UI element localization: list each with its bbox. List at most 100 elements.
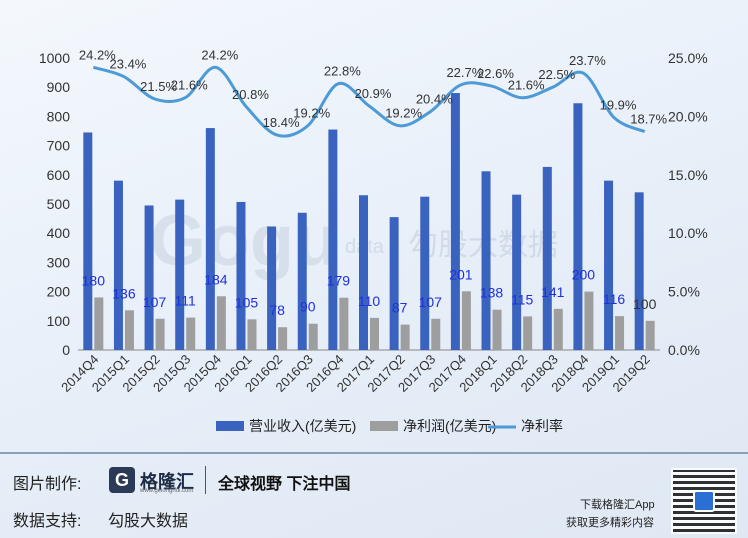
net-margin-label: 21.6% <box>171 78 208 93</box>
revenue-bar <box>113 180 123 350</box>
y-left-tick-label: 1000 <box>39 50 70 66</box>
net-profit-bar <box>155 318 165 350</box>
y-right-tick-label: 20.0% <box>668 108 708 124</box>
qr-logo-icon <box>693 490 715 512</box>
y-left-tick-label: 400 <box>47 225 71 241</box>
y-left-tick-label: 500 <box>47 196 71 212</box>
legend-revenue-label: 营业收入(亿美元) <box>249 418 356 434</box>
net-margin-label: 19.2% <box>293 106 330 121</box>
net-margin-label: 23.7% <box>569 53 606 68</box>
net-profit-label: 200 <box>572 267 596 283</box>
revenue-bar <box>328 129 338 350</box>
y-right-tick-label: 25.0% <box>668 50 708 66</box>
net-profit-bar <box>400 324 410 350</box>
revenue-bar <box>481 171 491 350</box>
net-margin-label: 21.5% <box>140 79 177 94</box>
net-profit-label: 105 <box>235 294 259 310</box>
net-profit-bar <box>308 323 318 350</box>
net-profit-bar <box>645 320 655 350</box>
net-profit-label: 141 <box>541 284 565 300</box>
data-support-label: 数据支持: <box>13 513 82 530</box>
net-profit-label: 90 <box>300 299 316 315</box>
app-download-text: 下载格隆汇App <box>580 499 655 511</box>
net-profit-label: 111 <box>175 293 196 309</box>
net-profit-bar <box>615 316 625 350</box>
net-profit-bar <box>186 317 196 350</box>
y-right-tick-label: 5.0% <box>668 284 700 300</box>
logo-name: 格隆汇 <box>140 472 194 492</box>
net-margin-label: 22.7% <box>446 65 483 80</box>
footer-vertical-divider <box>205 466 206 494</box>
y-left-tick-label: 700 <box>47 138 71 154</box>
net-profit-bar <box>216 296 226 350</box>
net-margin-label: 22.6% <box>477 66 514 81</box>
net-profit-label: 100 <box>633 296 657 312</box>
net-margin-label: 19.9% <box>600 98 637 113</box>
net-profit-label: 115 <box>511 291 534 307</box>
legend-net-profit-label: 净利润(亿美元) <box>403 418 496 434</box>
revenue-bar <box>144 205 154 350</box>
y-left-tick-label: 900 <box>47 79 71 95</box>
net-profit-bar <box>584 291 594 350</box>
net-margin-label: 24.2% <box>79 47 116 62</box>
net-margin-label: 21.6% <box>508 78 545 93</box>
revenue-bar <box>573 103 583 350</box>
legend-revenue-swatch <box>216 421 244 431</box>
data-support-value: 勾股大数据 <box>108 513 189 530</box>
net-profit-label: 110 <box>358 293 381 309</box>
net-margin-label: 22.8% <box>324 64 361 79</box>
y-left-tick-label: 800 <box>47 108 71 124</box>
net-profit-bar <box>523 316 533 350</box>
legend-net-profit-swatch <box>370 421 398 431</box>
net-profit-label: 138 <box>480 285 504 301</box>
y-left-tick-label: 100 <box>47 313 71 329</box>
net-profit-bar <box>461 291 471 350</box>
revenue-bar <box>83 132 93 350</box>
net-profit-bar <box>431 318 441 350</box>
revenue-bar <box>236 201 246 350</box>
revenue-bar <box>450 93 460 350</box>
app-promo-text: 获取更多精彩内容 <box>566 517 654 529</box>
net-profit-label: 180 <box>82 272 106 288</box>
revenue-bar <box>512 194 522 350</box>
net-profit-bar <box>339 297 349 350</box>
legend-net-margin-label: 净利率 <box>521 418 563 434</box>
net-margin-line <box>92 65 646 138</box>
y-left-tick-label: 200 <box>47 284 71 300</box>
net-margin-label: 23.4% <box>110 57 147 72</box>
net-margin-label: 20.4% <box>416 92 453 107</box>
net-margin-label: 22.5% <box>538 67 575 82</box>
net-margin-label: 20.8% <box>232 87 269 102</box>
net-profit-label: 136 <box>112 285 136 301</box>
net-margin-label: 18.4% <box>263 115 300 130</box>
revenue-bar <box>604 180 614 350</box>
net-profit-bar <box>124 310 134 350</box>
net-profit-label: 107 <box>419 294 443 310</box>
combo-chart: Gogudata勾股大数据010020030040050060070080090… <box>39 47 708 434</box>
revenue-bar <box>205 128 215 350</box>
footer-divider <box>0 452 748 454</box>
net-profit-label: 107 <box>143 294 167 310</box>
net-margin-label: 19.2% <box>385 106 422 121</box>
net-profit-label: 87 <box>392 300 408 316</box>
revenue-bar <box>542 166 552 350</box>
revenue-bar <box>175 199 185 350</box>
net-profit-label: 201 <box>449 266 473 282</box>
net-margin-label: 20.9% <box>355 86 392 101</box>
y-left-tick-label: 600 <box>47 167 71 183</box>
net-profit-bar <box>553 308 563 350</box>
y-right-tick-label: 10.0% <box>668 225 708 241</box>
logo-domain: www.gelonghui.com <box>140 488 194 494</box>
slogan: 全球视野 下注中国 <box>218 476 351 493</box>
y-right-tick-label: 15.0% <box>668 167 708 183</box>
net-profit-label: 78 <box>269 302 285 318</box>
net-profit-bar <box>492 309 502 350</box>
gelonghui-logo-icon: G <box>109 467 135 493</box>
net-margin-label: 18.7% <box>630 112 667 127</box>
image-credit-label: 图片制作: <box>13 476 82 493</box>
revenue-bar <box>297 212 307 350</box>
net-profit-label: 179 <box>327 273 351 289</box>
net-profit-label: 184 <box>204 271 228 287</box>
net-profit-bar <box>278 327 288 350</box>
